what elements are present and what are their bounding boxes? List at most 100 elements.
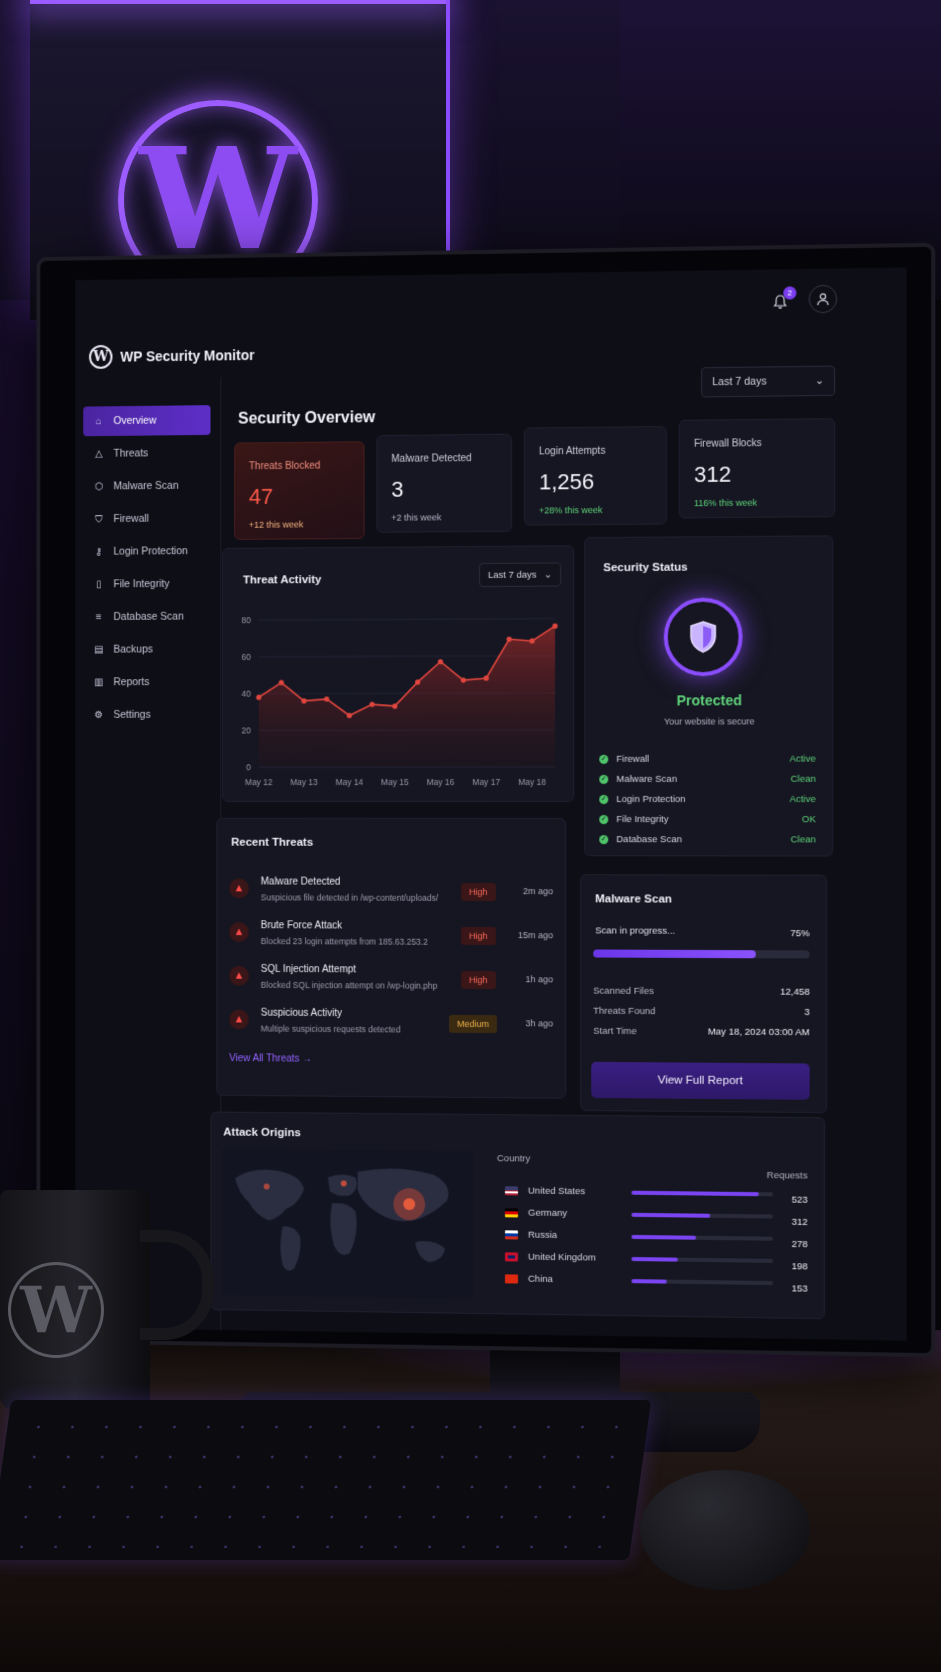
home-icon: ⌂ <box>95 415 102 427</box>
threat-row[interactable]: ▲ Malware Detected Suspicious file detec… <box>229 876 553 917</box>
flag-uk-icon <box>504 1252 518 1262</box>
threat-row[interactable]: ▲ Brute Force Attack Blocked 23 login at… <box>229 920 553 961</box>
status-row-database-scan: ✓ Database Scan Clean <box>599 829 816 849</box>
stat-card-threats-blocked[interactable]: Threats Blocked 47 +12 this week <box>234 441 365 540</box>
stat-value: 312 <box>694 461 732 488</box>
scan-progress-fill <box>593 949 756 959</box>
requests-bar <box>631 1234 774 1241</box>
y-tick-label: 60 <box>242 652 252 662</box>
country-name: United States <box>528 1185 586 1198</box>
malware-scan-card: Malware Scan Scan in progress... 75% Sca… <box>580 874 827 1114</box>
sidebar-item-firewall[interactable]: ⛉ Firewall <box>83 503 210 534</box>
sidebar-item-label: Malware Scan <box>113 479 179 493</box>
status-value: Clean <box>790 773 816 785</box>
x-tick-label: May 12 <box>245 777 273 787</box>
requests-value: 153 <box>791 1283 808 1295</box>
stat-label: Firewall Blocks <box>694 438 762 450</box>
chart-area <box>258 626 556 768</box>
world-map[interactable] <box>221 1148 474 1299</box>
wordpress-logo-icon: W <box>89 344 113 369</box>
mug-wordpress-logo: W <box>8 1262 104 1358</box>
requests-bar-fill <box>631 1190 759 1197</box>
stat-delta: 116% this week <box>694 497 758 509</box>
stat-value: 3 <box>391 476 404 502</box>
scan-row-value: 12,458 <box>780 986 810 998</box>
sidebar-item-label: File Integrity <box>113 578 170 591</box>
bug-icon: ⬡ <box>94 481 104 492</box>
status-name: Malware Scan <box>616 773 678 785</box>
threat-title: Malware Detected <box>260 876 341 888</box>
threat-description: Blocked SQL injection attempt on /wp-log… <box>260 979 438 991</box>
stat-card-login-attempts[interactable]: Login Attempts 1,256 +28% this week <box>523 425 667 526</box>
stat-card-malware-detected[interactable]: Malware Detected 3 +2 this week <box>376 433 512 533</box>
country-name: United Kingdom <box>528 1251 596 1264</box>
sidebar-item-overview[interactable]: ⌂ Overview <box>83 405 211 437</box>
attack-origins-card: Attack Origins Country Requests <box>210 1111 825 1320</box>
scan-row-value: 3 <box>804 1006 810 1019</box>
bell-icon: △ <box>95 448 103 460</box>
dashboard-screen: W WP Security Monitor 2 Last 7 days ⌄ ⌂ <box>75 267 907 1341</box>
x-tick-label: May 13 <box>290 777 318 787</box>
chart-point <box>483 675 489 681</box>
shield-icon: ⛉ <box>95 513 103 525</box>
status-name: Login Protection <box>616 793 686 805</box>
stat-delta: +2 this week <box>391 512 442 523</box>
view-all-threats-link[interactable]: View All Threats → <box>229 1053 313 1065</box>
sidebar-item-label: Login Protection <box>113 545 188 558</box>
status-name: File Integrity <box>616 813 669 825</box>
sidebar-item-label: Database Scan <box>113 610 184 623</box>
stat-card-firewall-blocks[interactable]: Firewall Blocks 312 116% this week <box>678 418 836 519</box>
requests-bar-fill <box>631 1234 697 1240</box>
status-name: Database Scan <box>616 833 682 845</box>
sidebar-item-reports[interactable]: ▥ Reports <box>83 667 210 697</box>
y-tick-label: 40 <box>242 689 252 699</box>
sidebar-item-backups[interactable]: ▤ Backups <box>83 634 210 664</box>
status-row-malware-scan: ✓ Malware Scan Clean <box>599 769 816 789</box>
x-tick-label: May 15 <box>381 777 409 787</box>
scan-row-key: Start Time <box>593 1025 637 1038</box>
sidebar-item-login-protection[interactable]: ⚷ Login Protection <box>83 536 210 567</box>
threat-title: SQL Injection Attempt <box>260 963 356 976</box>
country-row[interactable]: China <box>504 1273 553 1285</box>
attack-origins-title: Attack Origins <box>223 1126 301 1140</box>
scan-row-threats-found: Threats Found 3 <box>593 1006 809 1018</box>
keyboard <box>0 1400 652 1560</box>
sidebar-item-file-integrity[interactable]: ▯ File Integrity <box>83 569 210 600</box>
threat-row[interactable]: ▲ SQL Injection Attempt Blocked SQL inje… <box>229 964 553 1006</box>
warning-icon: ▲ <box>229 878 249 899</box>
scan-progress-label: Scan in progress... <box>595 925 676 937</box>
view-full-report-button[interactable]: View Full Report <box>591 1061 810 1100</box>
x-tick-label: May 17 <box>472 777 500 787</box>
sidebar-item-database-scan[interactable]: ≡ Database Scan <box>83 602 210 632</box>
stat-value: 47 <box>248 483 274 509</box>
sidebar-item-threats[interactable]: △ Threats <box>83 438 210 469</box>
flag-cn-icon <box>504 1274 518 1284</box>
y-tick-label: 80 <box>242 615 252 625</box>
x-tick-label: May 14 <box>336 777 364 787</box>
chart-point <box>324 696 330 702</box>
threat-time: 2m ago <box>522 886 554 897</box>
protection-ring <box>663 597 743 677</box>
requests-value: 312 <box>791 1216 808 1229</box>
date-range-select[interactable]: Last 7 days ⌄ <box>701 365 836 398</box>
threat-description: Multiple suspicious requests detected <box>260 1023 401 1035</box>
sidebar-item-label: Reports <box>113 676 150 689</box>
scan-progress-percent: 75% <box>790 928 810 940</box>
country-row[interactable]: United Kingdom <box>504 1251 596 1264</box>
brand[interactable]: W WP Security Monitor <box>89 343 254 369</box>
check-icon: ✓ <box>599 834 609 844</box>
chart-point <box>392 703 398 709</box>
status-row-file-integrity: ✓ File Integrity OK <box>599 809 816 829</box>
scan-progress-bar <box>593 949 810 959</box>
check-icon: ✓ <box>599 774 609 784</box>
threat-row[interactable]: ▲ Suspicious Activity Multiple suspiciou… <box>229 1007 553 1049</box>
country-row[interactable]: United States <box>504 1185 586 1198</box>
country-row[interactable]: Germany <box>504 1207 567 1219</box>
chart-point <box>506 636 512 642</box>
country-row[interactable]: Russia <box>504 1229 557 1241</box>
sidebar-item-settings[interactable]: ⚙ Settings <box>83 700 210 730</box>
threat-description: Blocked 23 login attempts from 185.63.25… <box>260 936 428 947</box>
requests-bar-fill <box>631 1212 711 1218</box>
sidebar-item-malware-scan[interactable]: ⬡ Malware Scan <box>83 471 210 502</box>
stat-label: Threats Blocked <box>248 460 321 473</box>
